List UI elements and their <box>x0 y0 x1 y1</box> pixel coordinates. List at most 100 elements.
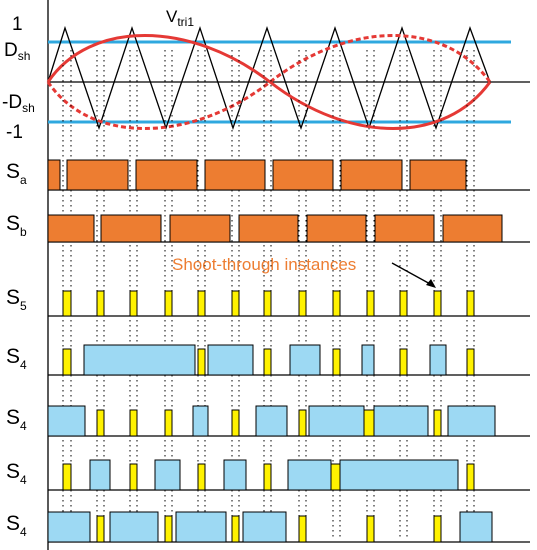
pulse <box>399 348 408 376</box>
pulse <box>340 159 403 191</box>
pulse <box>169 214 231 243</box>
pulse <box>263 348 272 376</box>
pulse <box>66 159 129 191</box>
pulse <box>197 348 206 376</box>
switching-rows: Sa Sb S5 S4 S4 S4 S4 <box>6 159 530 543</box>
pulse <box>100 214 162 243</box>
pulse <box>429 344 447 376</box>
pulse <box>175 511 227 543</box>
pulse <box>459 511 493 543</box>
pulse <box>231 409 240 437</box>
pulse <box>89 459 111 491</box>
pulse <box>62 290 72 317</box>
pulse <box>263 463 272 491</box>
row-label: S4 <box>6 345 27 372</box>
pulse <box>330 463 341 491</box>
pulse <box>308 405 365 437</box>
pulse <box>96 290 105 317</box>
pulse <box>466 463 475 491</box>
pulse <box>242 511 287 543</box>
pulse <box>109 511 159 543</box>
pulse <box>332 348 341 376</box>
triangle-carrier <box>47 25 491 131</box>
pulse <box>433 515 442 543</box>
pulse <box>238 214 299 243</box>
row-4: S4 <box>6 405 530 437</box>
pulse <box>47 214 95 243</box>
pulse <box>96 409 105 437</box>
triangle-carrier-line <box>47 25 491 131</box>
pulse <box>399 290 408 317</box>
pulse <box>255 405 288 437</box>
row-label: Sa <box>6 160 27 187</box>
pulse <box>197 290 206 317</box>
pulse <box>62 463 72 491</box>
pulse <box>129 463 138 491</box>
pulse <box>62 348 72 376</box>
pulse <box>447 405 496 437</box>
pulse <box>339 459 459 491</box>
annotation-arrow-head <box>426 279 436 288</box>
pulse <box>433 409 442 437</box>
shoot-through-annotation: Shoot-through instances <box>172 255 436 288</box>
row-label: Sb <box>6 212 27 239</box>
pulse <box>47 405 86 437</box>
annotation-text: Shoot-through instances <box>172 255 356 274</box>
pulse <box>207 344 254 376</box>
pulse <box>298 409 307 437</box>
label-neg-d-sh: -Dsh <box>2 92 35 115</box>
pulse <box>164 409 173 437</box>
pulse <box>442 214 503 243</box>
label-v-tri: Vtri1 <box>166 7 194 29</box>
pulse <box>433 290 442 317</box>
row-2: S5 <box>6 286 530 317</box>
pulse <box>263 290 272 317</box>
row-label: S5 <box>6 286 27 313</box>
pulse <box>306 214 367 243</box>
pulse <box>366 515 375 543</box>
pulse <box>83 344 196 376</box>
row-label: S4 <box>6 460 27 487</box>
pulse <box>298 290 307 317</box>
row-5: S4 <box>6 459 530 491</box>
pulse <box>361 344 375 376</box>
pulse <box>374 214 435 243</box>
pulse <box>363 409 375 437</box>
pulse <box>409 159 467 191</box>
pulse <box>47 511 91 543</box>
pulse <box>366 290 375 317</box>
pulse <box>135 159 198 191</box>
row-0: Sa <box>6 159 530 191</box>
row-label: S4 <box>6 406 27 433</box>
pulse <box>272 159 334 191</box>
pulse <box>197 463 206 491</box>
pulse <box>164 515 173 543</box>
pulse <box>231 515 240 543</box>
reference-sine-negative <box>46 34 492 130</box>
pulse <box>466 348 475 376</box>
pulse <box>96 515 105 543</box>
pulse <box>289 344 321 376</box>
pulse <box>129 409 138 437</box>
pulse <box>164 290 173 317</box>
row-label: S4 <box>6 512 27 539</box>
pulse <box>298 515 307 543</box>
pulse <box>373 405 429 437</box>
pulse <box>129 290 138 317</box>
pulse <box>231 290 240 317</box>
label-neg-one: -1 <box>6 122 23 143</box>
row-6: S4 <box>6 511 530 543</box>
pulse <box>287 459 332 491</box>
label-one: 1 <box>12 14 23 35</box>
pulse <box>47 159 61 191</box>
annotation-arrow-line <box>391 262 433 286</box>
label-d-sh: Dsh <box>4 40 30 63</box>
row-1: Sb <box>6 212 530 243</box>
pulse <box>154 459 181 491</box>
pulse <box>223 459 247 491</box>
row-3: S4 <box>6 344 530 376</box>
pulse <box>466 290 475 317</box>
reference-sine-positive <box>46 34 492 130</box>
